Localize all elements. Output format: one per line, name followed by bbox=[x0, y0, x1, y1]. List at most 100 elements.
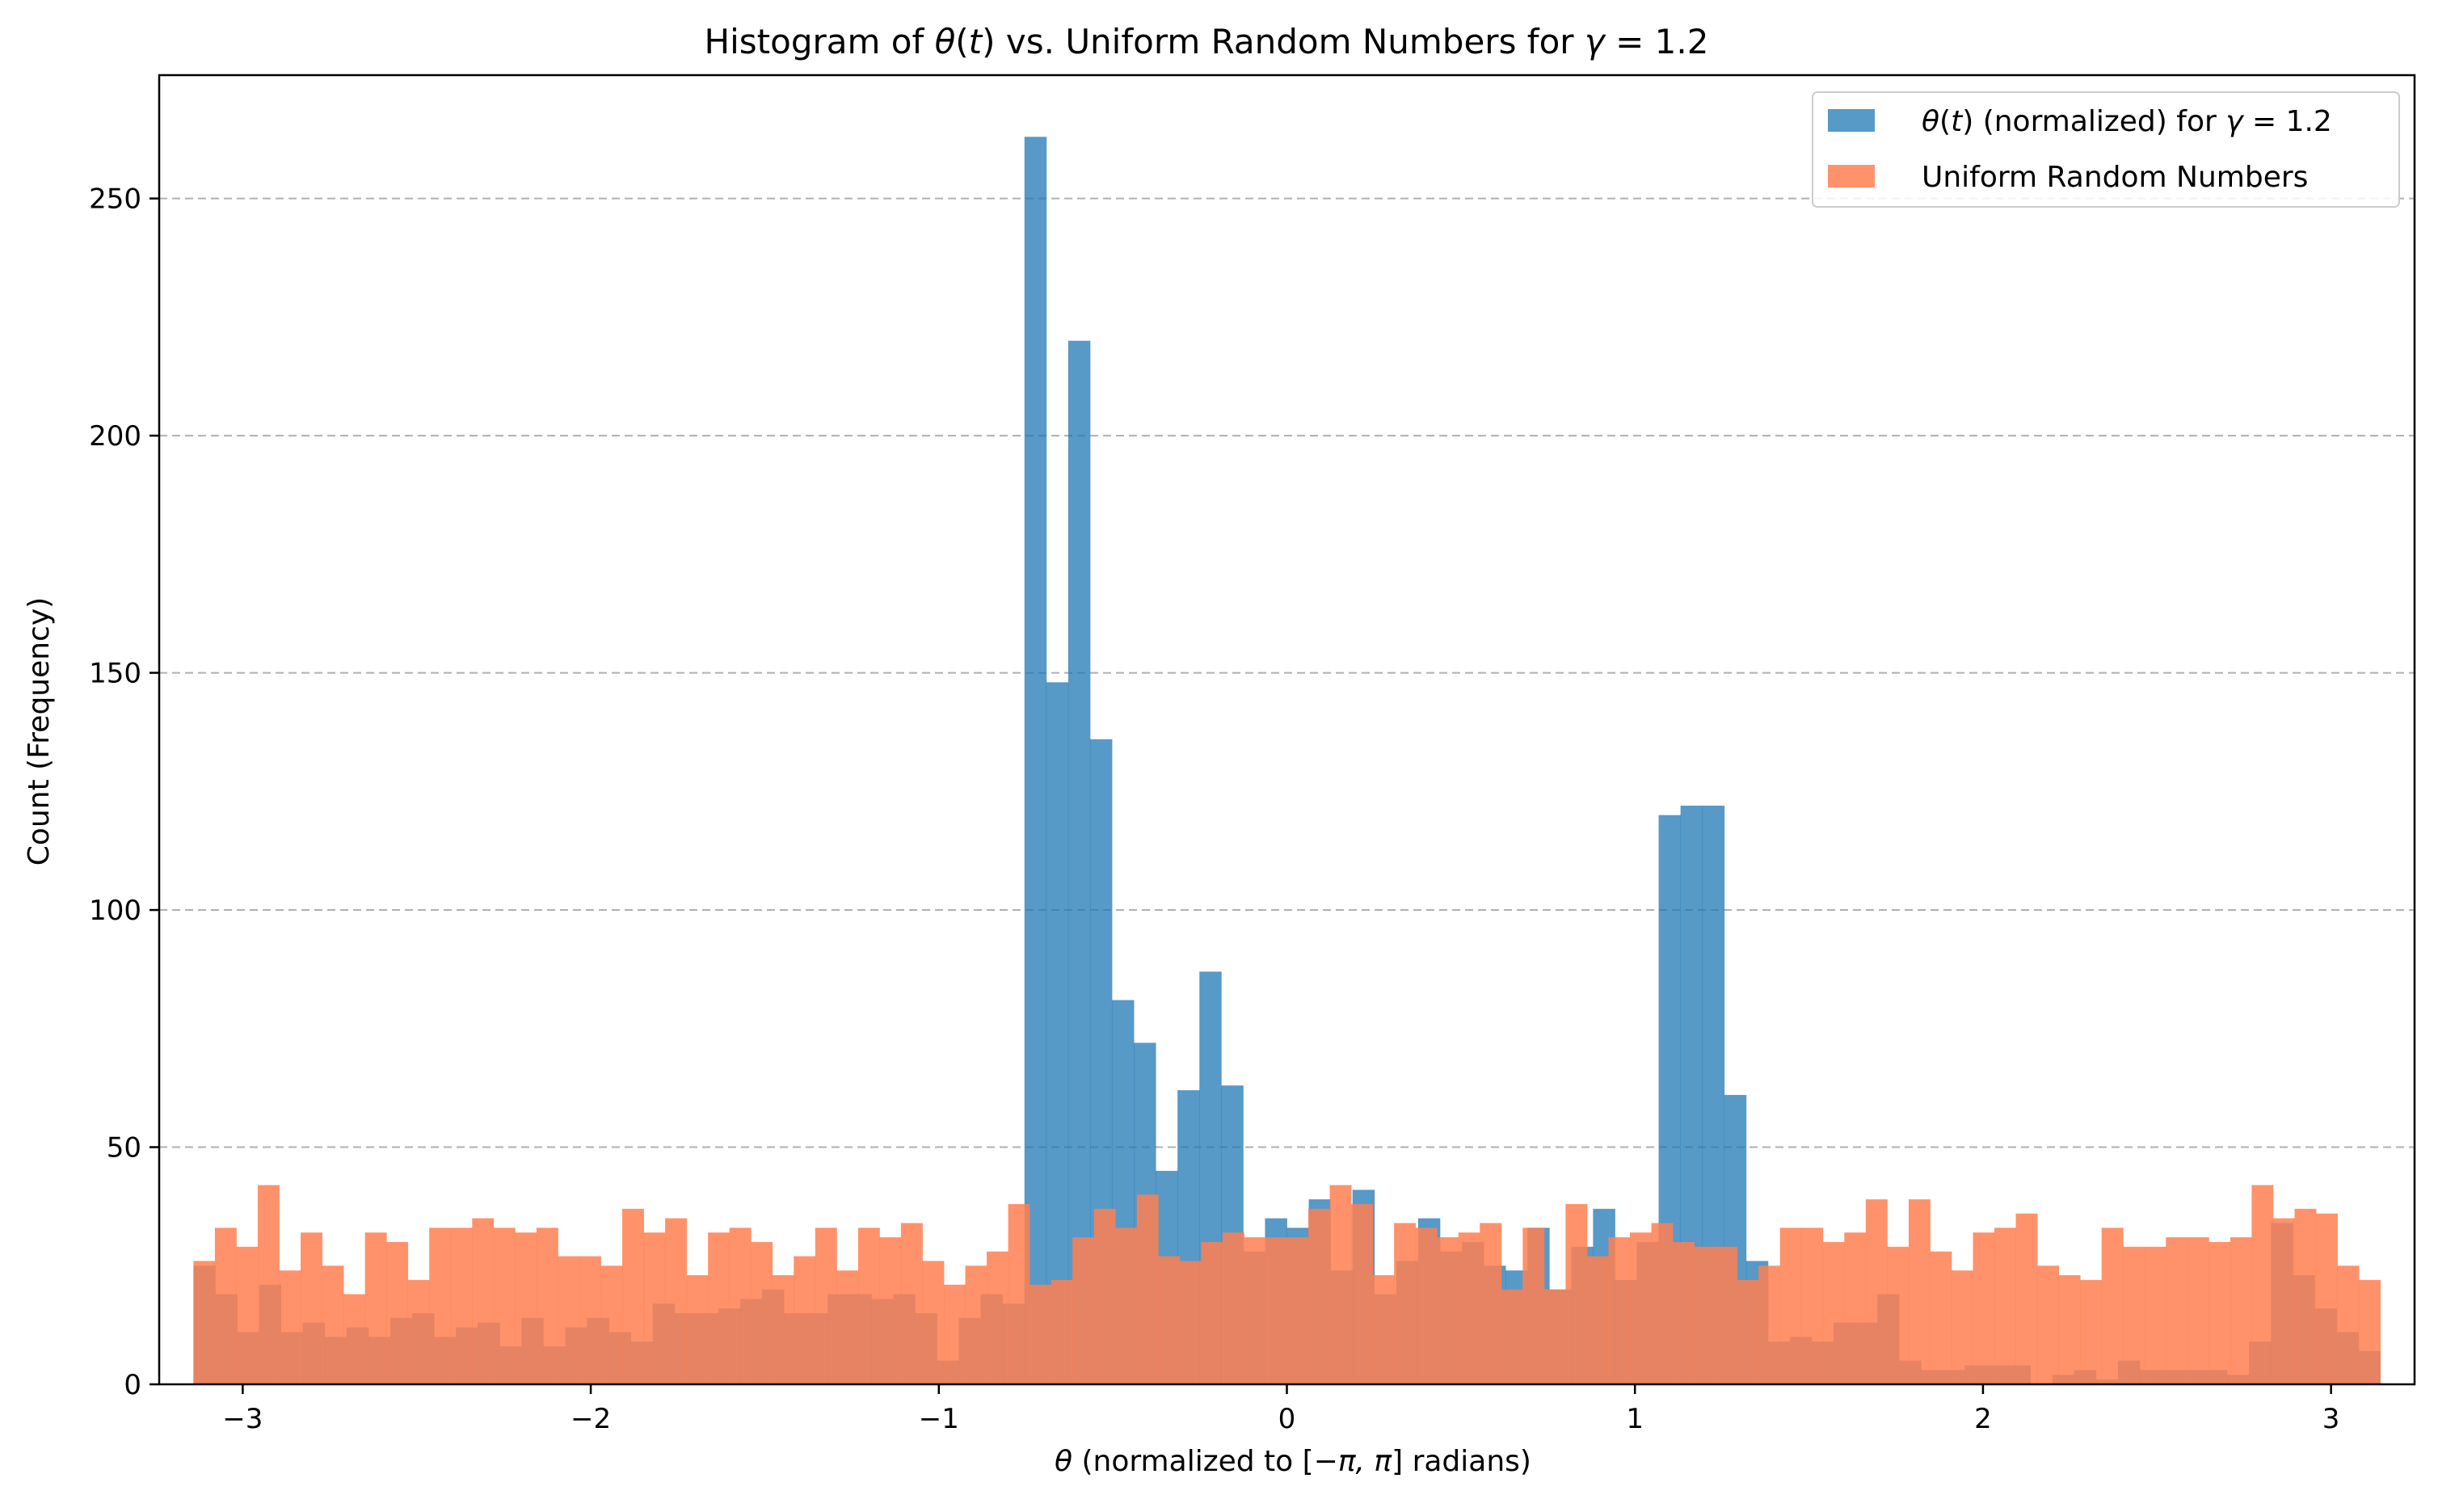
uniform-bar bbox=[1458, 1232, 1480, 1384]
title-part-6: γ bbox=[1585, 22, 1606, 61]
title-part-3: ( bbox=[955, 22, 968, 61]
uniform-bar bbox=[429, 1228, 452, 1384]
uniform-bar bbox=[943, 1284, 966, 1384]
uniform-bar bbox=[1265, 1237, 1287, 1384]
uniform-bar bbox=[2101, 1228, 2124, 1384]
y-axis-ticks: 0 50 100 150 200 250 bbox=[89, 183, 159, 1401]
y-tick-label: 200 bbox=[89, 420, 141, 453]
x-tick-label: 0 bbox=[1278, 1403, 1296, 1435]
uniform-bar bbox=[1030, 1284, 1052, 1384]
uniform-bar bbox=[2359, 1279, 2381, 1384]
uniform-bar bbox=[364, 1232, 387, 1384]
uniform-bar bbox=[515, 1232, 537, 1384]
x-axis-ticks: −3 −2 −1 0 1 2 3 bbox=[222, 1384, 2339, 1435]
title-part-1: Histogram of bbox=[705, 22, 935, 61]
uniform-bar bbox=[1329, 1185, 1352, 1384]
uniform-bar bbox=[214, 1228, 237, 1384]
uniform-bar bbox=[1801, 1228, 1824, 1384]
legend-theta-part-5: γ bbox=[2225, 105, 2244, 138]
grid-lines bbox=[159, 197, 2415, 1148]
x-tick-label: 2 bbox=[1974, 1403, 1992, 1435]
legend-swatch-uniform bbox=[1828, 165, 1875, 187]
uniform-bar bbox=[450, 1228, 473, 1384]
uniform-bar bbox=[386, 1241, 409, 1384]
legend-box bbox=[1812, 91, 2400, 208]
uniform-bar bbox=[1522, 1228, 1545, 1384]
uniform-bar bbox=[193, 1261, 216, 1384]
legend-label-uniform: Uniform Random Numbers bbox=[1922, 161, 2308, 194]
uniform-bar bbox=[2337, 1266, 2360, 1384]
uniform-bar bbox=[1286, 1237, 1309, 1384]
legend-theta-part-4: ) (normalized) for bbox=[1962, 105, 2225, 138]
uniform-bar bbox=[279, 1270, 301, 1384]
uniform-bar bbox=[751, 1241, 773, 1384]
chart-title: Histogram of θ(t) vs. Uniform Random Num… bbox=[705, 22, 1709, 61]
uniform-bar bbox=[2037, 1266, 2060, 1384]
uniform-bar bbox=[1586, 1256, 1609, 1384]
uniform-bar bbox=[879, 1237, 902, 1384]
x-tick-label: 3 bbox=[2322, 1403, 2340, 1435]
uniform-bar bbox=[1994, 1228, 2016, 1384]
uniform-bar bbox=[1758, 1266, 1781, 1384]
title-part-5: ) vs. Uniform Random Numbers for bbox=[982, 22, 1585, 61]
uniform-bar bbox=[1501, 1289, 1523, 1384]
uniform-bar bbox=[1351, 1203, 1374, 1384]
uniform-bar bbox=[343, 1294, 366, 1384]
uniform-bar bbox=[2015, 1213, 2038, 1384]
uniform-bar bbox=[1244, 1237, 1266, 1384]
uniform-bar bbox=[1543, 1289, 1566, 1384]
y-tick-label: 50 bbox=[107, 1132, 141, 1165]
uniform-bar bbox=[1072, 1237, 1095, 1384]
uniform-bar bbox=[2230, 1237, 2252, 1384]
uniform-bar bbox=[257, 1185, 280, 1384]
uniform-bar bbox=[579, 1256, 601, 1384]
uniform-bar bbox=[622, 1208, 644, 1384]
y-tick-label: 0 bbox=[124, 1369, 141, 1401]
uniform-bar bbox=[729, 1228, 752, 1384]
uniform-bar bbox=[322, 1266, 344, 1384]
uniform-bar bbox=[1179, 1261, 1202, 1384]
uniform-bar bbox=[987, 1251, 1008, 1384]
uniform-bar bbox=[1480, 1223, 1502, 1384]
x-tick-label: 1 bbox=[1626, 1403, 1644, 1435]
uniform-bar bbox=[1437, 1237, 1459, 1384]
uniform-bar bbox=[1844, 1232, 1867, 1384]
uniform-bar bbox=[922, 1261, 945, 1384]
uniform-bar bbox=[708, 1232, 731, 1384]
legend-theta-part-6: = 1.2 bbox=[2243, 105, 2332, 138]
y-tick-label: 150 bbox=[89, 658, 141, 690]
uniform-bar bbox=[965, 1266, 987, 1384]
uniform-bar bbox=[1608, 1237, 1631, 1384]
uniform-bar bbox=[1651, 1223, 1674, 1384]
theta-bar bbox=[1046, 682, 1069, 1384]
uniform-bar bbox=[1565, 1203, 1588, 1384]
xlabel-part-1: θ bbox=[1055, 1445, 1072, 1478]
title-part-2: θ bbox=[935, 22, 956, 61]
uniform-bar bbox=[2058, 1275, 2081, 1384]
y-axis-label: Count (Frequency) bbox=[23, 597, 56, 866]
uniform-bar bbox=[2187, 1237, 2209, 1384]
uniform-bar bbox=[2316, 1213, 2338, 1384]
uniform-bar bbox=[1394, 1223, 1417, 1384]
legend-theta-part-3: t bbox=[1951, 105, 1964, 138]
x-axis-label: θ (normalized to [−π, π] radians) bbox=[1055, 1445, 1531, 1478]
uniform-bar bbox=[1630, 1232, 1652, 1384]
uniform-bar bbox=[1673, 1241, 1695, 1384]
uniform-bar bbox=[1308, 1208, 1330, 1384]
uniform-bar bbox=[1865, 1199, 1888, 1384]
uniform-bar bbox=[815, 1228, 837, 1384]
theta-bar bbox=[1024, 137, 1047, 1385]
uniform-bar bbox=[2144, 1246, 2166, 1384]
uniform-bar bbox=[686, 1275, 709, 1384]
uniform-bar bbox=[1222, 1232, 1244, 1384]
uniform-bar bbox=[1115, 1228, 1138, 1384]
uniform-bar bbox=[836, 1270, 859, 1384]
uniform-bar bbox=[1201, 1241, 1223, 1384]
uniform-bar bbox=[1779, 1228, 1802, 1384]
title-part-4: t bbox=[969, 22, 983, 61]
uniform-bar bbox=[472, 1218, 495, 1384]
legend-label-theta: θ(t) (normalized) for γ = 1.2 bbox=[1922, 105, 2332, 138]
uniform-bar bbox=[1415, 1228, 1438, 1384]
uniform-bar bbox=[2272, 1218, 2295, 1384]
uniform-bar bbox=[600, 1266, 623, 1384]
